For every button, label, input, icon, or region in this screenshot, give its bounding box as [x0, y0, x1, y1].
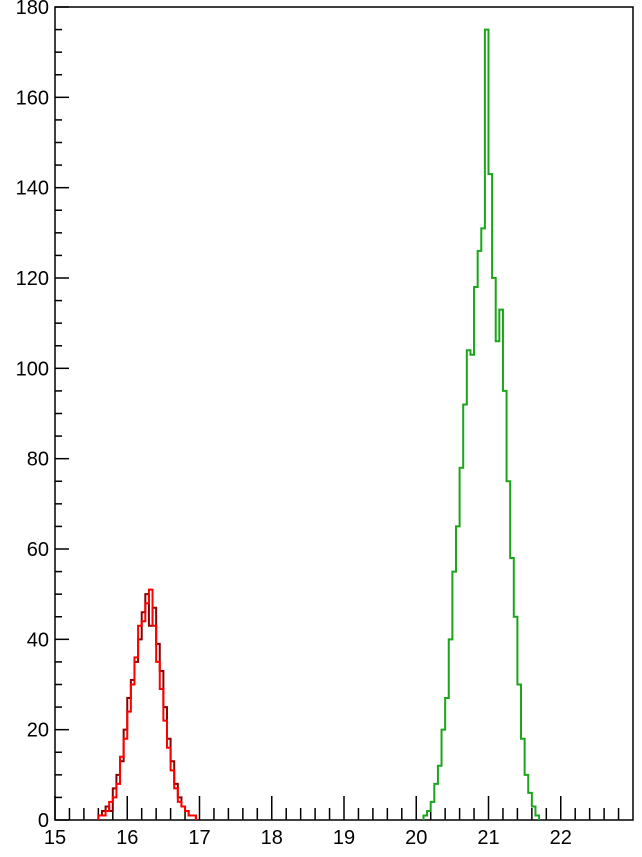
y-tick-label: 120	[16, 268, 49, 290]
x-tick-label: 19	[333, 827, 355, 849]
y-tick-label: 0	[38, 810, 49, 832]
x-tick-label: 20	[405, 827, 427, 849]
tick-labels: 0 20 40 60 80 100 120 140 160 180 15 16 17 18 19 20 21 22	[16, 0, 572, 849]
y-tick-label: 60	[27, 539, 49, 561]
axes	[54, 6, 634, 821]
x-tick-label: 18	[261, 827, 283, 849]
histogram-series-3	[422, 28, 541, 820]
x-tick-label: 17	[188, 827, 210, 849]
y-tick-label: 160	[16, 87, 49, 109]
plot-frame	[54, 6, 634, 821]
y-tick-label: 20	[27, 720, 49, 742]
x-tick-label: 15	[44, 827, 66, 849]
histogram-series-1	[97, 593, 197, 820]
y-tick-label: 100	[16, 358, 49, 380]
x-tick-label: 22	[550, 827, 572, 849]
y-tick-label: 180	[16, 0, 49, 19]
histogram-series-2	[97, 588, 197, 820]
x-tick-label: 16	[116, 827, 138, 849]
y-tick-label: 80	[27, 449, 49, 471]
y-tick-label: 40	[27, 629, 49, 651]
y-tick-label: 140	[16, 178, 49, 200]
x-tick-label: 21	[477, 827, 499, 849]
series-layer	[97, 28, 541, 820]
